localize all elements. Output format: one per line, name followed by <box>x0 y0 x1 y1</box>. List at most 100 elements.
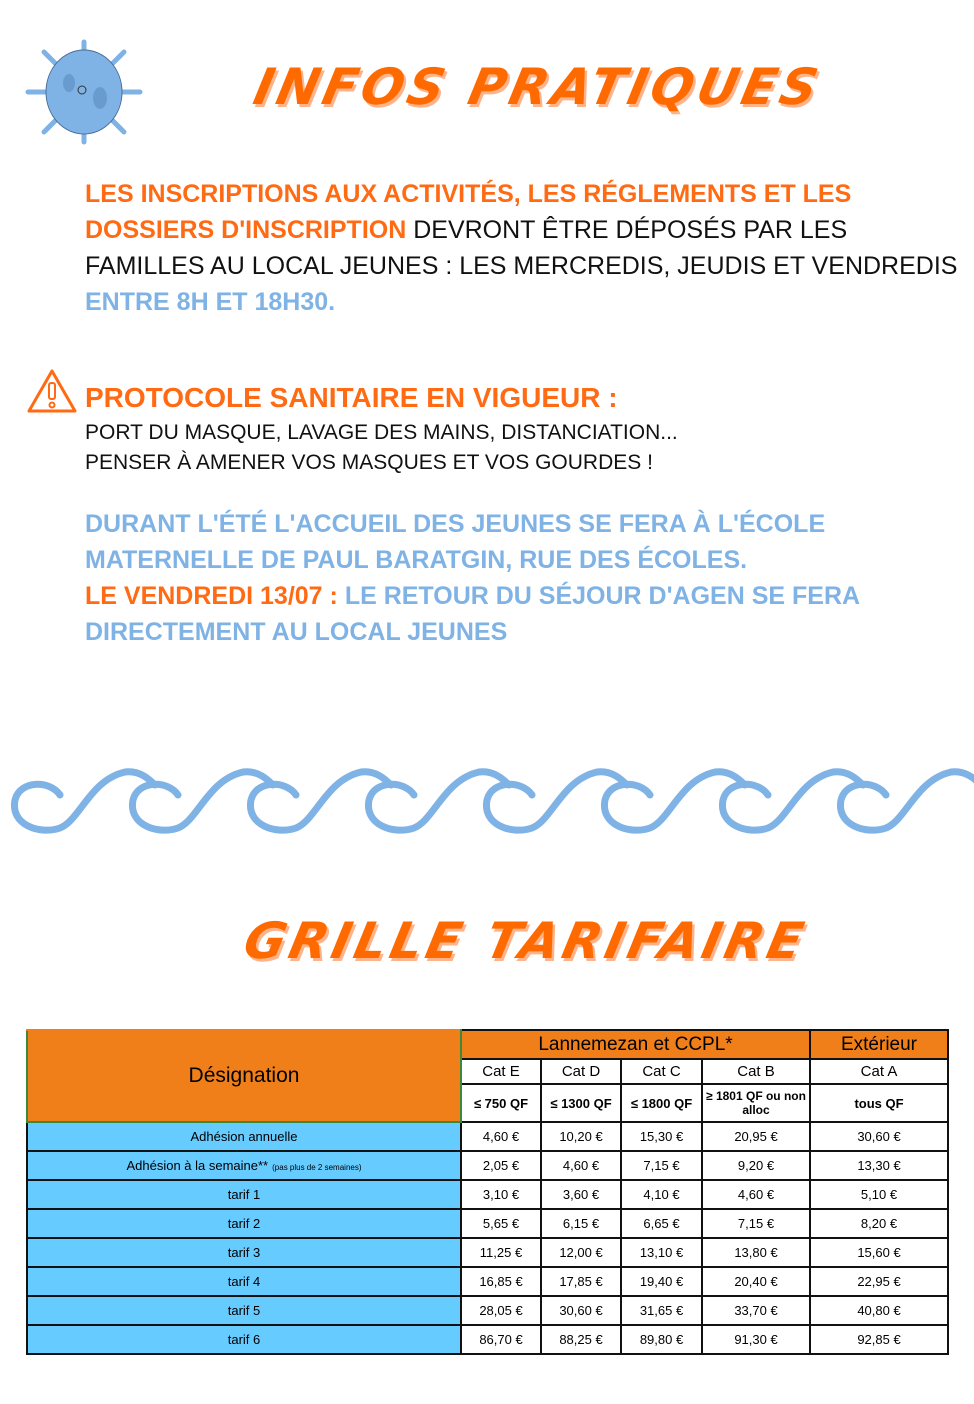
warning-icon <box>27 369 77 413</box>
designation-header: Désignation <box>26 1029 462 1123</box>
qf-header: ≤ 1800 QF <box>620 1083 703 1123</box>
price-cell: 19,40 € <box>620 1266 703 1297</box>
price-cell: 8,20 € <box>809 1208 949 1239</box>
row-label-text: tarif 4 <box>227 1274 261 1289</box>
protocole-section: PROTOCOLE SANITAIRE EN VIGUEUR : <box>85 380 618 416</box>
inscriptions-line1: LES INSCRIPTIONS AUX ACTIVITÉS, LES RÉGL… <box>85 180 852 208</box>
qf-header: ≤ 750 QF <box>460 1083 542 1123</box>
row-label-text: tarif 1 <box>227 1187 261 1202</box>
price-cell: 31,65 € <box>620 1295 703 1326</box>
inscriptions-line2: DEVRONT ÊTRE DÉPOSÉS PAR LES <box>406 216 848 244</box>
wave <box>365 768 513 834</box>
price-cell: 88,25 € <box>540 1324 622 1355</box>
qf-header: ≤ 1300 QF <box>540 1083 622 1123</box>
protocole-line2: PENSER À AMENER VOS MASQUES ET VOS GOURD… <box>85 451 653 474</box>
protocole-line1: PORT DU MASQUE, LAVAGE DES MAINS, DISTAN… <box>85 421 678 444</box>
price-cell: 30,60 € <box>540 1295 622 1326</box>
table-row: Adhésion à la semaine** (pas plus de 2 se… <box>26 1150 949 1181</box>
row-label-text: tarif 5 <box>227 1303 261 1318</box>
table-row: tarif 5 28,05 €30,60 €31,65 €33,70 €40,80… <box>26 1295 949 1326</box>
row-label-text: tarif 6 <box>227 1332 261 1347</box>
row-label: Adhésion à la semaine** (pas plus de 2 se… <box>26 1150 462 1181</box>
price-cell: 5,65 € <box>460 1208 542 1239</box>
row-label-text: tarif 3 <box>227 1245 261 1260</box>
price-cell: 13,30 € <box>809 1150 949 1181</box>
wave <box>247 768 395 834</box>
table-row: tarif 3 11,25 €12,00 €13,10 €13,80 €15,60… <box>26 1237 949 1268</box>
price-cell: 20,40 € <box>701 1266 811 1297</box>
row-label-text: tarif 2 <box>227 1216 261 1231</box>
price-cell: 4,60 € <box>701 1179 811 1210</box>
protocole-details: PORT DU MASQUE, LAVAGE DES MAINS, DISTAN… <box>85 418 678 478</box>
accueil-date: LE VENDREDI 13/07 : <box>85 582 345 610</box>
price-cell: 28,05 € <box>460 1295 542 1326</box>
price-cell: 17,85 € <box>540 1266 622 1297</box>
group-exterieur-header: Extérieur <box>809 1029 949 1060</box>
accueil-line3: LE RETOUR DU SÉJOUR D'AGEN SE FERA <box>344 582 861 610</box>
inscriptions-hours: ENTRE 8H ET 18H30. <box>85 288 336 316</box>
group-lannemezan-header: Lannemezan et CCPL* <box>460 1029 811 1060</box>
cat-header: Cat E <box>460 1058 542 1085</box>
tarif-table: Désignation Lannemezan et CCPL* Extérieu… <box>26 1029 949 1355</box>
grille-title: GRILLE TARIFAIRE <box>238 912 813 970</box>
row-label: tarif 2 <box>26 1208 462 1239</box>
table-row: tarif 4 16,85 €17,85 €19,40 €20,40 €22,95… <box>26 1266 949 1297</box>
table-row: tarif 1 3,10 €3,60 €4,10 €4,60 €5,10 € <box>26 1179 949 1210</box>
wave <box>837 768 974 834</box>
price-cell: 89,80 € <box>620 1324 703 1355</box>
accueil-section: DURANT L'ÉTÉ L'ACCUEIL DES JEUNES SE FER… <box>85 506 860 650</box>
row-label-text: Adhésion annuelle <box>190 1129 298 1144</box>
price-cell: 20,95 € <box>701 1121 811 1152</box>
price-cell: 15,30 € <box>620 1121 703 1152</box>
wave <box>719 768 867 834</box>
cat-header: Cat B <box>701 1058 811 1085</box>
price-cell: 91,30 € <box>701 1324 811 1355</box>
protocole-title: PROTOCOLE SANITAIRE EN VIGUEUR : <box>85 382 618 413</box>
qf-header: tous QF <box>809 1083 949 1123</box>
table-row: Adhésion annuelle 4,60 €10,20 €15,30 €20,… <box>26 1121 949 1152</box>
row-label: tarif 1 <box>26 1179 462 1210</box>
cat-header: Cat D <box>540 1058 622 1085</box>
wave <box>601 768 749 834</box>
inscriptions-highlight: DOSSIERS D'INSCRIPTION <box>85 216 407 244</box>
row-label-text: Adhésion à la semaine** <box>126 1158 269 1173</box>
inscriptions-text: LES INSCRIPTIONS AUX ACTIVITÉS, LES RÉGL… <box>85 176 957 320</box>
price-cell: 11,25 € <box>460 1237 542 1268</box>
table-row: tarif 2 5,65 €6,15 €6,65 €7,15 €8,20 € <box>26 1208 949 1239</box>
accueil-line1: DURANT L'ÉTÉ L'ACCUEIL DES JEUNES SE FER… <box>85 510 826 538</box>
row-label: tarif 6 <box>26 1324 462 1355</box>
price-cell: 4,60 € <box>540 1150 622 1181</box>
price-cell: 7,15 € <box>701 1208 811 1239</box>
row-label: Adhésion annuelle <box>26 1121 462 1152</box>
waves-decoration <box>11 768 974 834</box>
price-cell: 22,95 € <box>809 1266 949 1297</box>
cat-header: Cat C <box>620 1058 703 1085</box>
table-row: tarif 6 86,70 €88,25 €89,80 €91,30 €92,85… <box>26 1324 949 1355</box>
price-cell: 9,20 € <box>701 1150 811 1181</box>
price-cell: 2,05 € <box>460 1150 542 1181</box>
page-title: INFOS PRATIQUES <box>248 58 827 116</box>
price-cell: 13,80 € <box>701 1237 811 1268</box>
cat-header: Cat A <box>809 1058 949 1085</box>
price-cell: 5,10 € <box>809 1179 949 1210</box>
price-cell: 15,60 € <box>809 1237 949 1268</box>
wave <box>483 768 631 834</box>
qf-header: ≥ 1801 QF ou non alloc <box>701 1083 811 1123</box>
price-cell: 10,20 € <box>540 1121 622 1152</box>
price-cell: 92,85 € <box>809 1324 949 1355</box>
price-cell: 40,80 € <box>809 1295 949 1326</box>
wave <box>11 768 159 834</box>
price-cell: 6,15 € <box>540 1208 622 1239</box>
accueil-line4: DIRECTEMENT AU LOCAL JEUNES <box>85 618 508 646</box>
price-cell: 4,10 € <box>620 1179 703 1210</box>
virus-icon <box>25 39 143 145</box>
price-cell: 7,15 € <box>620 1150 703 1181</box>
price-cell: 13,10 € <box>620 1237 703 1268</box>
accueil-line2: MATERNELLE DE PAUL BARATGIN, RUE DES ÉCO… <box>85 546 748 574</box>
price-cell: 86,70 € <box>460 1324 542 1355</box>
price-cell: 33,70 € <box>701 1295 811 1326</box>
price-cell: 4,60 € <box>460 1121 542 1152</box>
inscriptions-line3: FAMILLES AU LOCAL JEUNES : LES MERCREDIS… <box>85 252 958 280</box>
price-cell: 30,60 € <box>809 1121 949 1152</box>
